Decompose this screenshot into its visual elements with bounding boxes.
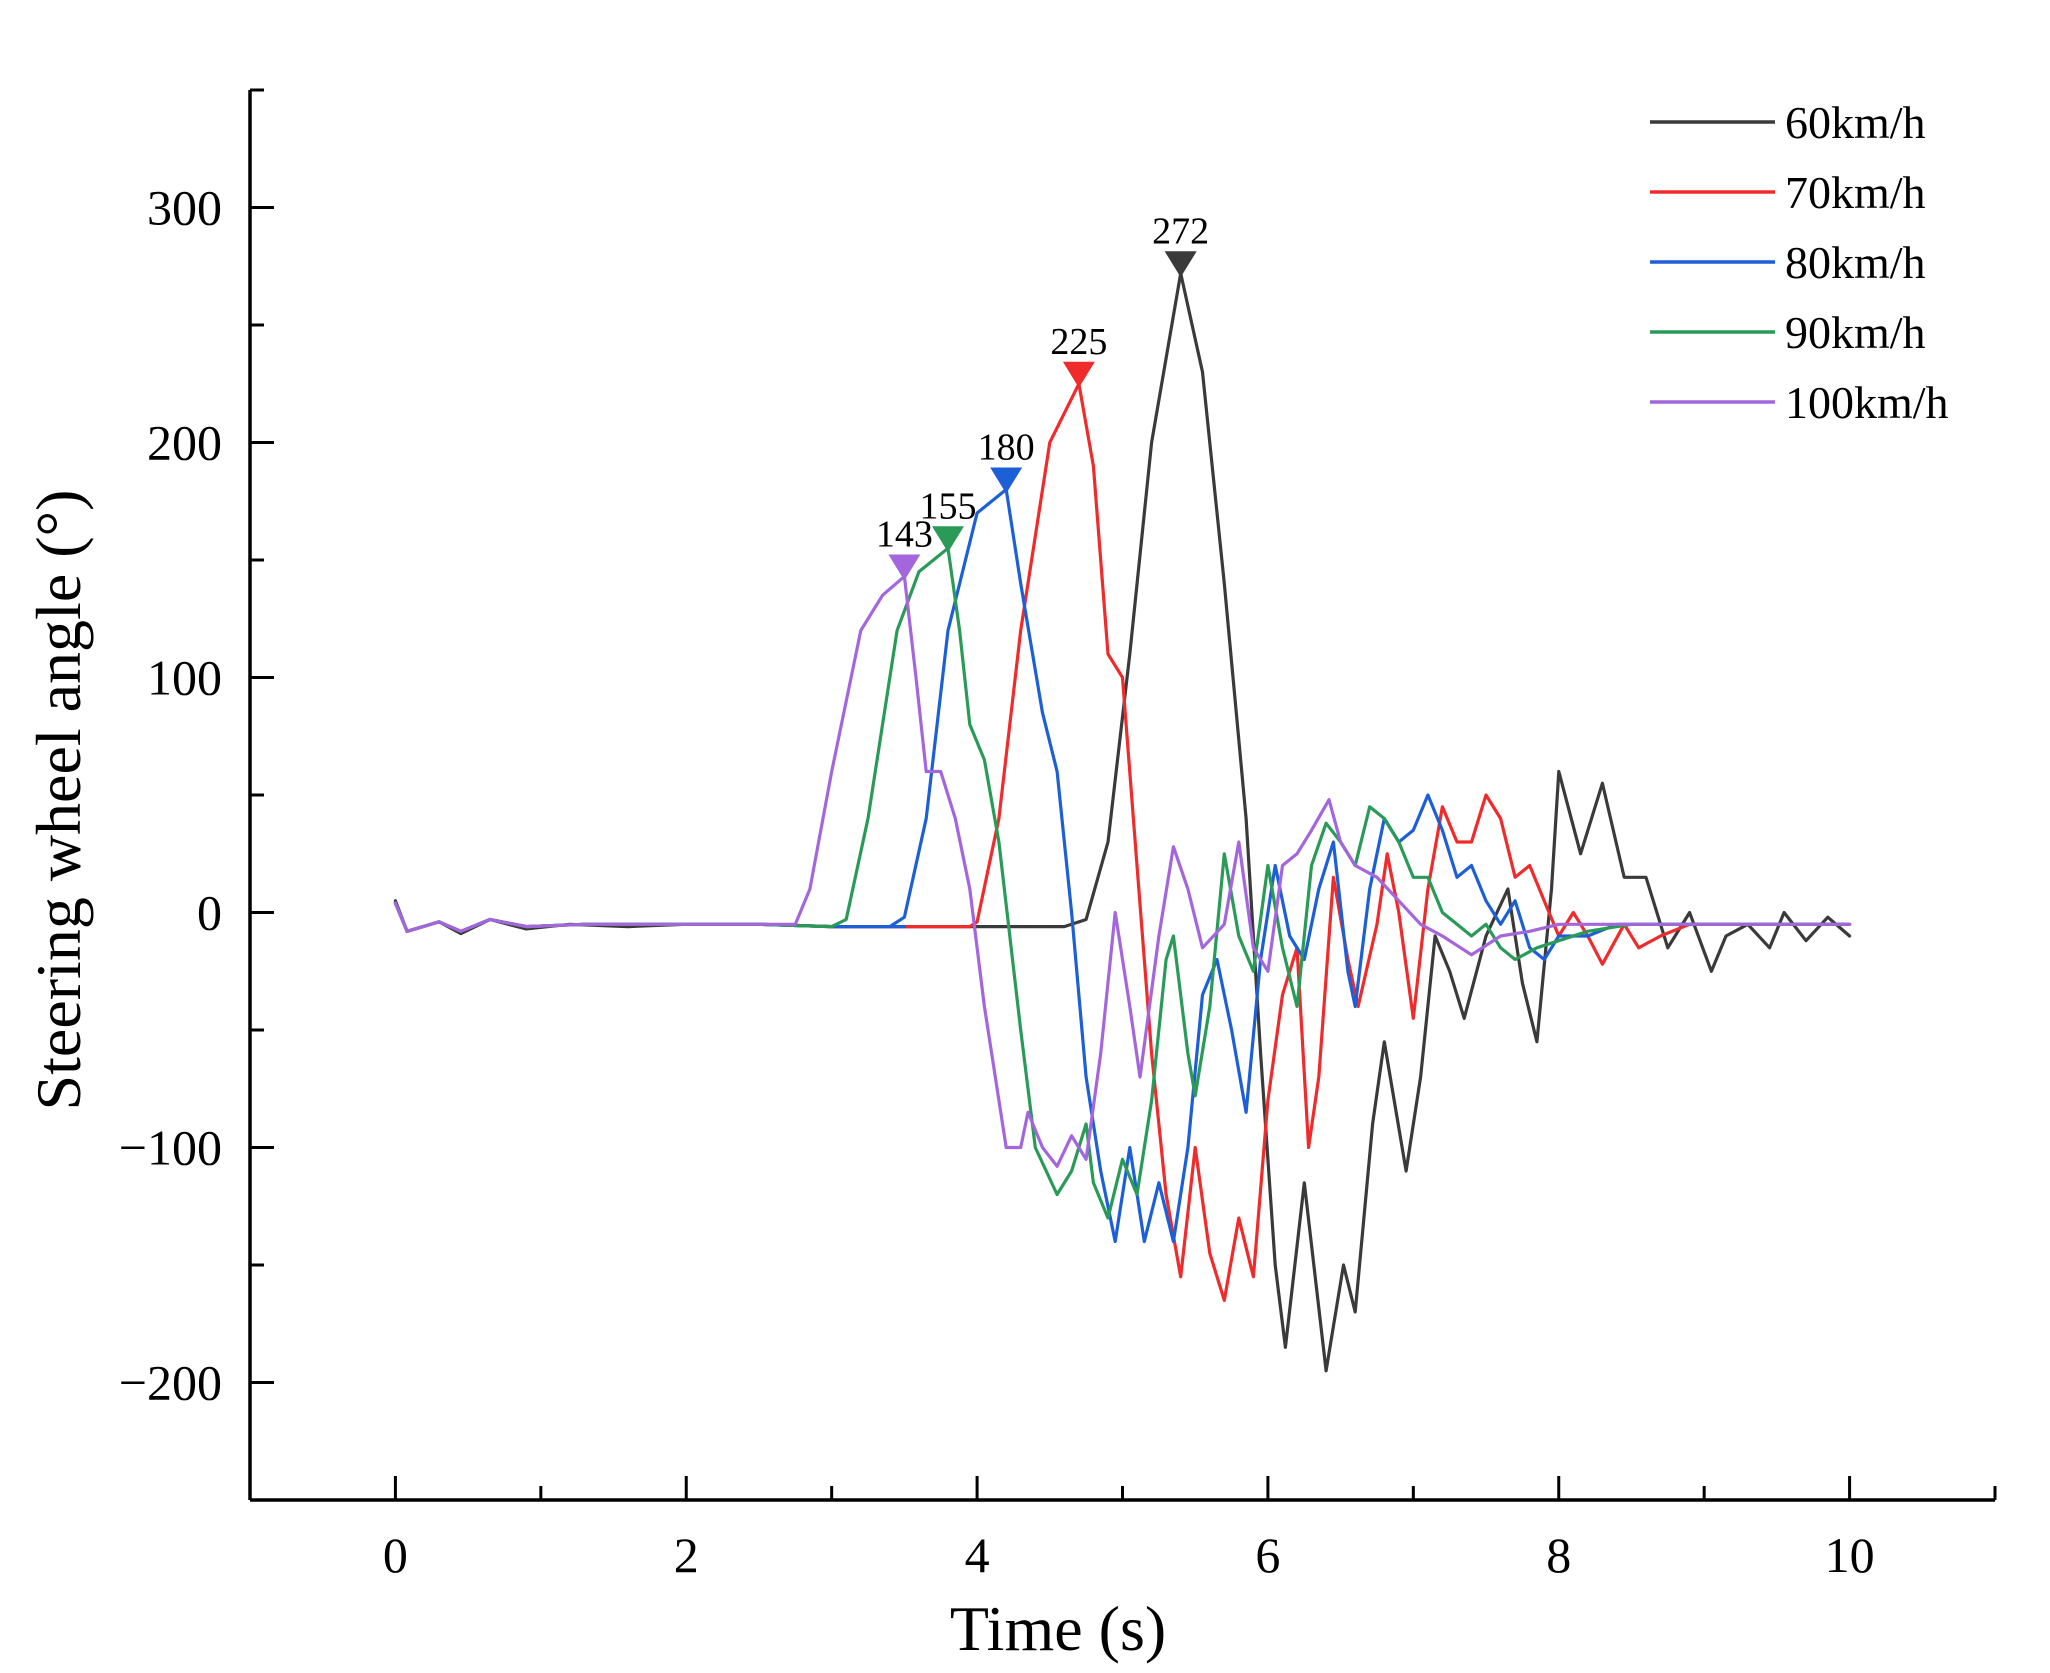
axes: 0 2 4 6 8 10 −200 −100 0 100 200 300 (119, 88, 1997, 1583)
peak-marker (932, 526, 964, 553)
series-line-100km-h (393, 574, 1852, 1168)
peak-label: 225 (1050, 321, 1107, 363)
y-tick-label: 0 (197, 885, 222, 941)
peak-label: 180 (978, 427, 1035, 469)
legend-label: 100km/h (1785, 377, 1949, 428)
series-line-90km-h (393, 546, 1852, 1220)
legend-label: 60km/h (1785, 97, 1926, 148)
y-tick-label: −100 (119, 1120, 222, 1176)
y-tick-label: −200 (119, 1355, 222, 1411)
peak-label: 143 (876, 513, 933, 555)
peak-marker (990, 467, 1023, 494)
legend: 60km/h 70km/h 80km/h 90km/h 100km/h (1650, 97, 1949, 428)
legend-label: 70km/h (1785, 167, 1926, 218)
x-tick-label: 0 (383, 1527, 408, 1583)
series-line-80km-h (393, 487, 1852, 1244)
legend-label: 90km/h (1785, 307, 1926, 358)
peak-marker (1164, 251, 1197, 278)
x-tick-label: 8 (1546, 1527, 1571, 1583)
x-tick-label: 4 (965, 1527, 990, 1583)
x-tick-label: 10 (1825, 1527, 1875, 1583)
x-tick-label: 2 (674, 1527, 699, 1583)
peak-marker (888, 554, 921, 581)
series-layer (393, 271, 1852, 1373)
y-tick-label: 300 (147, 180, 222, 236)
peak-marker (1062, 361, 1095, 388)
y-tick-label: 200 (147, 415, 222, 471)
legend-label: 80km/h (1785, 237, 1926, 288)
y-axis-title: Steering wheel angle (°) (23, 490, 94, 1111)
x-tick-label: 6 (1255, 1527, 1280, 1583)
peak-label: 272 (1152, 210, 1209, 252)
series-line-60km-h (393, 271, 1852, 1373)
y-tick-label: 100 (147, 650, 222, 706)
x-axis-title: Time (s) (950, 1593, 1166, 1664)
peak-label: 155 (920, 485, 977, 527)
